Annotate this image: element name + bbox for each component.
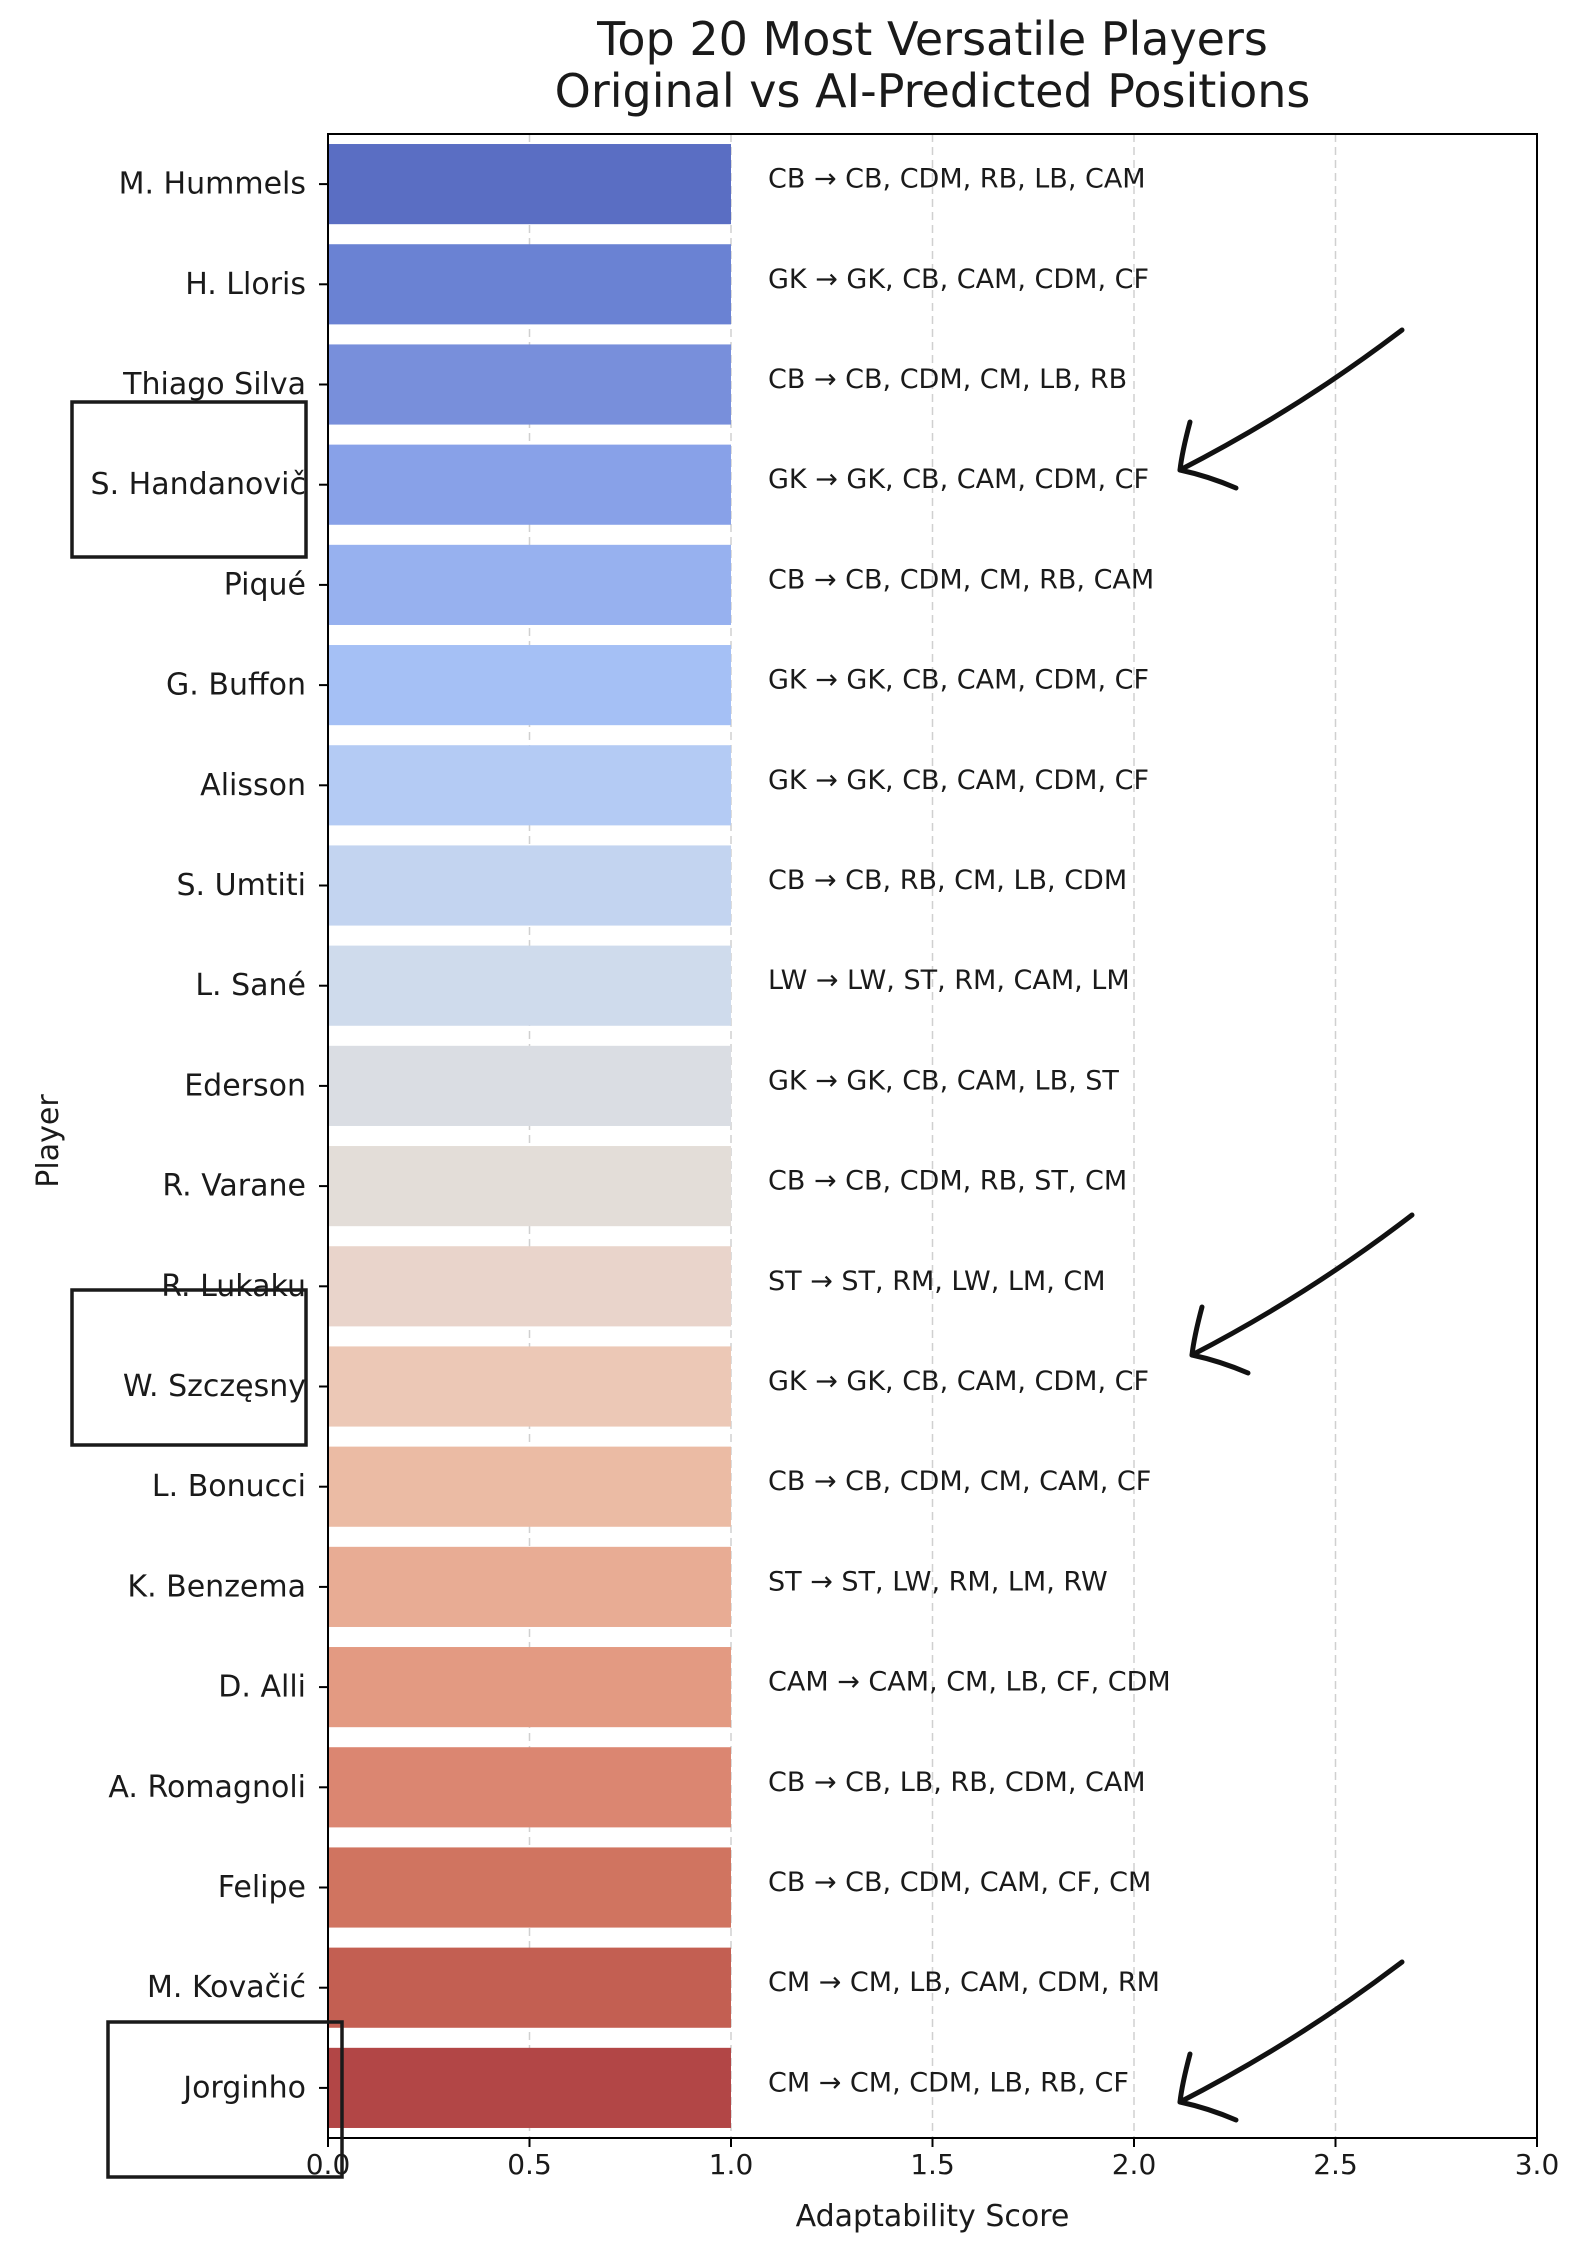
bar (328, 244, 731, 325)
bar (328, 745, 731, 826)
y-tick-label: W. Szczęsny (123, 1369, 306, 1404)
bar-label: CB → CB, LB, RB, CDM, CAM (768, 1767, 1146, 1798)
bar (328, 444, 731, 525)
bar-label: GK → GK, CB, CAM, CDM, CF (768, 665, 1149, 696)
y-tick-label: Thiago Silva (122, 367, 306, 402)
bar-label: GK → GK, CB, CAM, CDM, CF (768, 765, 1149, 796)
bar (328, 1346, 731, 1427)
x-tick-label: 2.0 (1112, 2148, 1157, 2181)
y-tick-label: H. Lloris (185, 267, 306, 302)
y-tick-label: G. Buffon (166, 668, 306, 703)
bar (328, 2047, 731, 2128)
bar-label: CB → CB, CDM, RB, ST, CM (768, 1166, 1127, 1197)
bar (328, 144, 731, 225)
chart-title-line: Original vs AI-Predicted Positions (555, 64, 1311, 118)
y-tick-label: Ederson (184, 1068, 306, 1103)
bar (328, 1947, 731, 2028)
y-tick-label: Felipe (218, 1870, 306, 1905)
bar (328, 1446, 731, 1527)
bar (328, 1146, 731, 1227)
y-tick-label: L. Sané (195, 968, 306, 1003)
bar-label: ST → ST, LW, RM, LM, RW (768, 1566, 1108, 1597)
highlight-box (106, 2020, 344, 2179)
bar-label: CB → CB, CDM, CM, RB, CAM (768, 564, 1154, 595)
y-tick-label: S. Umtiti (177, 868, 307, 903)
bar-label: LW → LW, ST, RM, CAM, LM (768, 965, 1130, 996)
x-axis-label: Adaptability Score (796, 2199, 1070, 2234)
arrow-head (1189, 1304, 1251, 1376)
bar-label: CAM → CAM, CM, LB, CF, CDM (768, 1667, 1171, 1698)
bar-label: CB → CB, RB, CM, LB, CDM (768, 865, 1127, 896)
bar-label: CB → CB, CDM, CM, CAM, CF (768, 1466, 1151, 1497)
bar (328, 845, 731, 926)
bar-label: CM → CM, CDM, LB, RB, CF (768, 2067, 1129, 2098)
x-tick-label: 2.5 (1313, 2148, 1358, 2181)
y-axis-label: Player (31, 1094, 66, 1188)
y-tick-label: K. Benzema (127, 1569, 306, 1604)
y-tick-label: A. Romagnoli (108, 1770, 306, 1805)
highlight-box (70, 1288, 308, 1447)
y-tick-label: D. Alli (218, 1670, 306, 1705)
y-tick-label: Jorginho (181, 2070, 306, 2105)
bar (328, 945, 731, 1026)
bar-label: CB → CB, CDM, CAM, CF, CM (768, 1867, 1151, 1898)
bar-label: GK → GK, CB, CAM, CDM, CF (768, 1366, 1149, 1397)
arrow-head (1177, 2051, 1239, 2123)
bar-label: GK → GK, CB, CAM, CDM, CF (768, 264, 1149, 295)
bar (328, 1847, 731, 1928)
bar-label: ST → ST, RM, LW, LM, CM (768, 1266, 1106, 1297)
bar (328, 645, 731, 726)
y-tick-label: L. Bonucci (152, 1469, 306, 1504)
bar (328, 544, 731, 625)
highlight-box (70, 400, 308, 559)
y-tick-label: M. Hummels (119, 167, 306, 202)
x-tick-label: 1.5 (910, 2148, 955, 2181)
y-tick-label: R. Varane (162, 1169, 306, 1204)
y-tick-label: S. Handanovič (91, 467, 306, 502)
arrow-shaft (1177, 1959, 1405, 2105)
bar (328, 1546, 731, 1627)
arrow-head (1177, 419, 1239, 491)
bar (328, 344, 731, 425)
bar-label: CB → CB, CDM, CM, LB, RB (768, 364, 1127, 395)
y-tick-label: Piqué (224, 567, 306, 602)
x-tick-label: 1.0 (709, 2148, 754, 2181)
bar-label: CM → CM, LB, CAM, CDM, RM (768, 1967, 1160, 1998)
bar (328, 1045, 731, 1126)
bar-label: GK → GK, CB, CAM, CDM, CF (768, 464, 1149, 495)
bar (328, 1747, 731, 1828)
y-tick-label: M. Kovačić (147, 1970, 306, 2005)
y-tick-label: Alisson (200, 768, 306, 803)
y-tick-label: R. Lukaku (161, 1269, 306, 1304)
arrow-shaft (1177, 327, 1405, 473)
x-tick-label: 0.5 (507, 2148, 552, 2181)
arrow-shaft (1189, 1212, 1415, 1358)
bar-label: CB → CB, CDM, RB, LB, CAM (768, 164, 1146, 195)
bar (328, 1647, 731, 1728)
bar-label: GK → GK, CB, CAM, LB, ST (768, 1065, 1119, 1096)
x-tick-label: 3.0 (1515, 2148, 1560, 2181)
bar (328, 1246, 731, 1327)
chart-title-line: Top 20 Most Versatile Players (596, 12, 1268, 66)
